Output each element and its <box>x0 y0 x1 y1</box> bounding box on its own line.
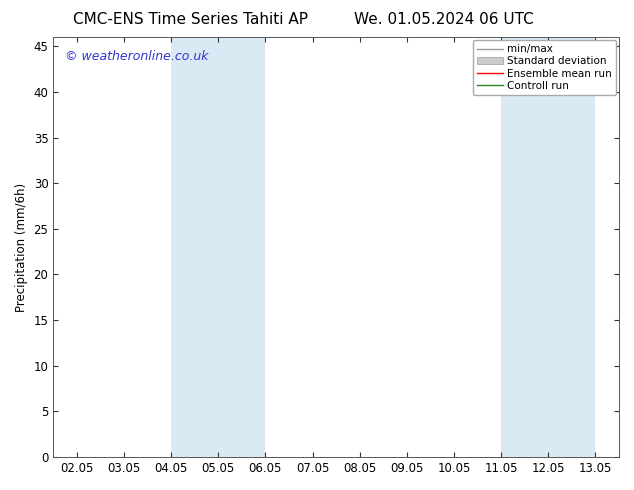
Y-axis label: Precipitation (mm/6h): Precipitation (mm/6h) <box>15 183 28 312</box>
Text: We. 01.05.2024 06 UTC: We. 01.05.2024 06 UTC <box>354 12 534 27</box>
Text: © weatheronline.co.uk: © weatheronline.co.uk <box>65 49 208 63</box>
Bar <box>501 37 595 457</box>
Legend: min/max, Standard deviation, Ensemble mean run, Controll run: min/max, Standard deviation, Ensemble me… <box>472 40 616 95</box>
Bar <box>171 37 266 457</box>
Text: CMC-ENS Time Series Tahiti AP: CMC-ENS Time Series Tahiti AP <box>73 12 307 27</box>
